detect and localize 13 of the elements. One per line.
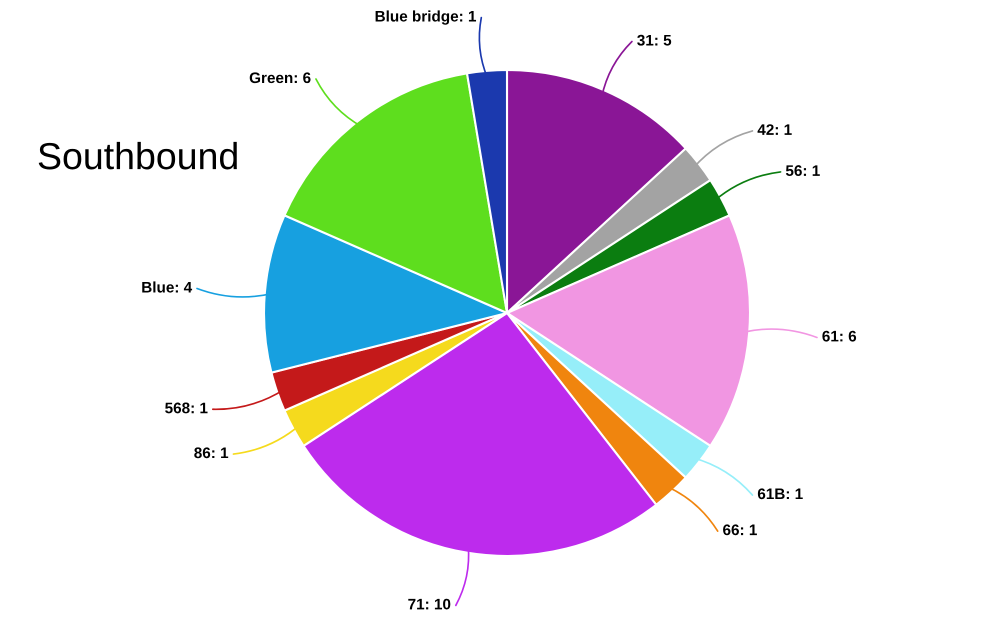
slice-label: 568: 1 <box>165 402 208 414</box>
slice-label: Blue: 4 <box>142 281 192 293</box>
slice-label: 31: 5 <box>637 34 672 46</box>
slice-label: 61B: 1 <box>758 488 803 500</box>
slice-label: 56: 1 <box>786 165 820 176</box>
slice-label: Green: 6 <box>250 72 311 84</box>
slice-label: 61: 6 <box>822 330 856 342</box>
slice-label: 86: 1 <box>194 447 228 458</box>
text: Southbound <box>38 142 237 170</box>
slice-label: 66: 1 <box>723 524 757 536</box>
slice-label: 71: 10 <box>408 598 450 610</box>
slice-label: 42: 1 <box>758 124 792 135</box>
slice-label: Blue bridge: 1 <box>376 10 476 25</box>
